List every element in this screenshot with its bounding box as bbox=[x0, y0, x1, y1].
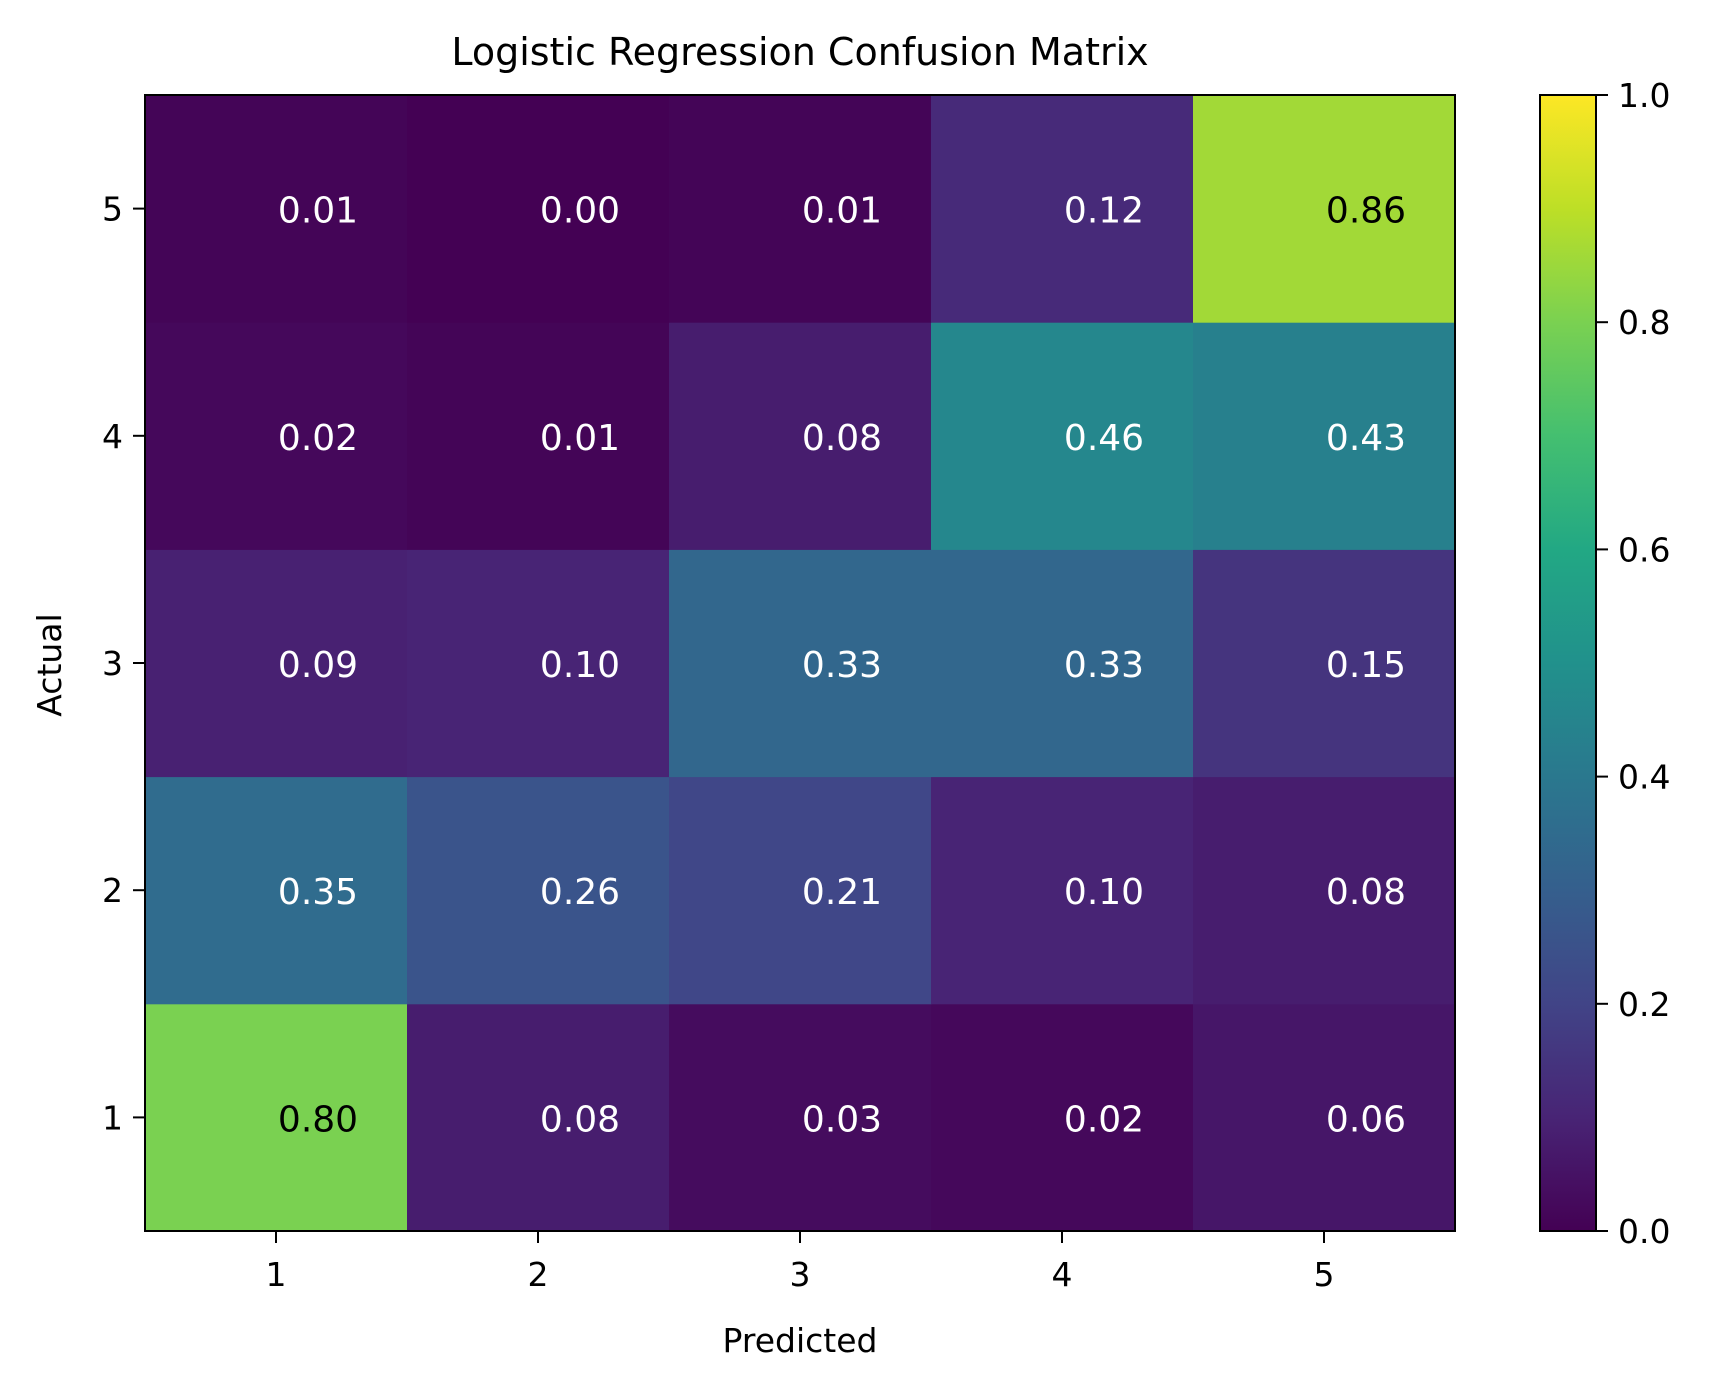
colorbar-ticks: 0.0 0.2 0.4 0.6 0.8 1.0 bbox=[1596, 76, 1670, 1251]
cell-value-label: 0.09 bbox=[278, 645, 358, 686]
chart-title: Logistic Regression Confusion Matrix bbox=[451, 30, 1148, 74]
heatmap-cells bbox=[145, 95, 1456, 1232]
cell-value-label: 0.35 bbox=[278, 872, 358, 913]
x-tick-label: 1 bbox=[266, 1255, 287, 1294]
cell-value-label: 0.06 bbox=[1326, 1099, 1406, 1140]
x-tick-label: 4 bbox=[1052, 1255, 1073, 1294]
heatmap-cell bbox=[931, 95, 1194, 323]
cell-value-label: 0.43 bbox=[1326, 418, 1406, 459]
cell-value-label: 0.26 bbox=[540, 872, 620, 913]
x-axis-ticks: 1 2 3 4 5 bbox=[266, 1231, 1335, 1294]
heatmap-cell bbox=[669, 322, 932, 550]
cell-value-label: 0.46 bbox=[1064, 418, 1144, 459]
heatmap-cell bbox=[669, 776, 932, 1005]
heatmap-cell bbox=[407, 776, 670, 1005]
heatmap-cell bbox=[145, 776, 408, 1005]
colorbar bbox=[1539, 94, 1597, 1232]
heatmap-cell bbox=[931, 776, 1194, 1005]
heatmap-cell bbox=[1193, 95, 1456, 323]
heatmap-cell bbox=[669, 549, 932, 778]
colorbar-tick-label: 0.8 bbox=[1618, 303, 1670, 342]
colorbar-tick-label: 0.0 bbox=[1618, 1212, 1670, 1251]
heatmap-cell bbox=[931, 549, 1194, 778]
colorbar-tick-label: 1.0 bbox=[1618, 76, 1670, 115]
y-tick-label: 3 bbox=[102, 644, 123, 683]
heatmap-cell bbox=[145, 322, 408, 550]
cell-value-label: 0.02 bbox=[278, 418, 358, 459]
cell-value-label: 0.01 bbox=[540, 418, 620, 459]
cell-value-label: 0.86 bbox=[1326, 191, 1406, 232]
cell-value-label: 0.01 bbox=[802, 191, 882, 232]
cell-value-label: 0.33 bbox=[1064, 645, 1144, 686]
y-tick-label: 1 bbox=[102, 1098, 123, 1137]
heatmap-cell bbox=[145, 549, 408, 778]
cell-value-label: 0.03 bbox=[802, 1099, 882, 1140]
plot-frame bbox=[144, 94, 1456, 1232]
cell-value-label: 0.00 bbox=[540, 191, 620, 232]
heatmap-cell bbox=[407, 1003, 670, 1232]
y-tick-label: 4 bbox=[102, 417, 123, 456]
heatmap-cell bbox=[669, 1003, 932, 1232]
colorbar-tick-label: 0.2 bbox=[1618, 985, 1670, 1024]
heatmap-cell bbox=[931, 322, 1194, 550]
colorbar-tick-label: 0.6 bbox=[1618, 530, 1670, 569]
heatmap-cell-labels: 0.80 0.08 0.03 0.02 0.06 0.35 0.26 0.21 0.10 0.08… bbox=[278, 191, 1406, 1141]
cell-value-label: 0.10 bbox=[1064, 872, 1144, 913]
y-tick-label: 2 bbox=[102, 871, 123, 910]
heatmap-cell bbox=[407, 322, 670, 550]
heatmap-cell bbox=[407, 549, 670, 778]
x-tick-label: 5 bbox=[1314, 1255, 1335, 1294]
heatmap-cell bbox=[407, 95, 670, 323]
cell-value-label: 0.12 bbox=[1064, 191, 1144, 232]
colorbar-tick-label: 0.4 bbox=[1618, 758, 1670, 797]
heatmap-cell bbox=[1193, 1003, 1456, 1232]
cell-value-label: 0.15 bbox=[1326, 645, 1406, 686]
cell-value-label: 0.80 bbox=[278, 1099, 358, 1140]
cell-value-label: 0.21 bbox=[802, 872, 882, 913]
cell-value-label: 0.01 bbox=[278, 191, 358, 232]
heatmap-cell bbox=[1193, 776, 1456, 1005]
cell-value-label: 0.08 bbox=[1326, 872, 1406, 913]
cell-value-label: 0.08 bbox=[802, 418, 882, 459]
heatmap-cell bbox=[931, 1003, 1194, 1232]
cell-value-label: 0.10 bbox=[540, 645, 620, 686]
cell-value-label: 0.02 bbox=[1064, 1099, 1144, 1140]
y-tick-label: 5 bbox=[102, 190, 123, 229]
heatmap-cell bbox=[1193, 549, 1456, 778]
heatmap-cell bbox=[145, 95, 408, 323]
x-axis-label: Predicted bbox=[723, 1321, 878, 1360]
heatmap-cell bbox=[1193, 322, 1456, 550]
y-axis-ticks: 1 2 3 4 5 bbox=[102, 190, 145, 1137]
heatmap-cell bbox=[145, 1003, 408, 1232]
heatmap-cell bbox=[669, 95, 932, 323]
x-tick-label: 2 bbox=[528, 1255, 549, 1294]
y-axis-label: Actual bbox=[30, 613, 69, 716]
x-tick-label: 3 bbox=[790, 1255, 811, 1294]
cell-value-label: 0.33 bbox=[802, 645, 882, 686]
cell-value-label: 0.08 bbox=[540, 1099, 620, 1140]
